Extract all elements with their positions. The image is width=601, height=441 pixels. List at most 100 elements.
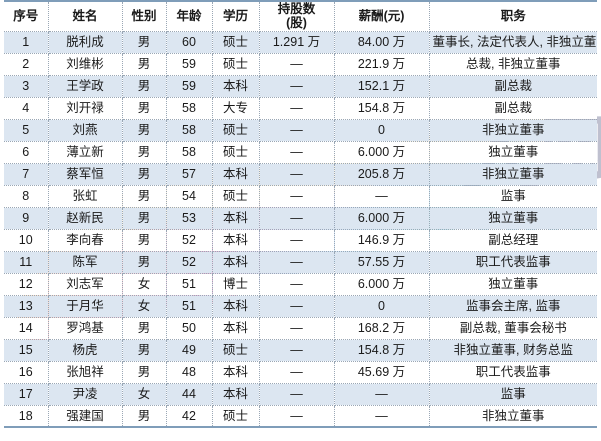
- cell-education: 硕士: [212, 185, 260, 208]
- cell-gender: 男: [122, 97, 167, 120]
- cell-role: 监事: [429, 185, 597, 208]
- column-header-shares-label: 持股数: [277, 2, 316, 16]
- cell-pay: 0: [334, 119, 430, 142]
- cell-education: 本科: [212, 295, 260, 318]
- cell-age: 51: [166, 295, 213, 318]
- cell-gender: 男: [122, 119, 167, 142]
- column-header-age: 年龄: [166, 0, 213, 32]
- cell-pay: 84.00 万: [334, 31, 430, 54]
- cell-role: 监事: [429, 383, 597, 406]
- cell-pay: 57.55 万: [334, 251, 430, 274]
- cell-index: 1: [4, 31, 49, 54]
- column-header-gender-label: 性别: [131, 9, 157, 24]
- cell-education: 本科: [212, 317, 260, 340]
- cell-name: 李向春: [48, 229, 123, 252]
- table-body: 1 脱利成男 60 硕士 1.291 万 84.00 万董事长, 法定代表人, 非独立董事…: [4, 31, 597, 429]
- cell-pay: 154.8 万: [334, 97, 430, 120]
- table-row: 7 蔡军恒男 57 本科 —205.8 万非独立董事: [4, 163, 597, 186]
- cell-education: 本科: [212, 207, 260, 230]
- cell-role: 副总裁: [429, 75, 597, 98]
- cell-shares: —: [259, 339, 335, 362]
- column-header-role: 职务: [429, 0, 597, 32]
- cell-role: 职工代表监事: [429, 361, 597, 384]
- cell-name: 刘燕: [48, 119, 123, 142]
- cell-gender: 男: [122, 339, 167, 362]
- column-header-name: 姓名: [48, 0, 123, 32]
- column-header-shares: 持股数 (股): [259, 0, 335, 32]
- table-row: 3 王学政男 59 本科 —152.1 万副总裁: [4, 75, 597, 98]
- executives-table: 序号 姓名 性别 年龄 学历 持股数 (股) 薪酬(元) 职务 1 脱利成男 60 硕…: [4, 0, 597, 429]
- table-row: 13 于月华女 51 本科 —0 监事会主席, 监事: [4, 295, 597, 318]
- cell-gender: 男: [122, 405, 167, 429]
- cell-age: 44: [166, 383, 213, 406]
- cell-pay: 154.8 万: [334, 339, 430, 362]
- cell-shares: —: [259, 229, 335, 252]
- cell-age: 59: [166, 75, 213, 98]
- cell-age: 52: [166, 251, 213, 274]
- cell-gender: 男: [122, 163, 167, 186]
- cell-index: 4: [4, 97, 49, 120]
- cell-name: 刘开禄: [48, 97, 123, 120]
- table-row: 18 强建国男 42 硕士 — — 非独立董事: [4, 405, 597, 429]
- column-header-gender: 性别: [122, 0, 167, 32]
- cell-gender: 男: [122, 251, 167, 274]
- cell-role: 监事会主席, 监事: [429, 295, 597, 318]
- table-row: 4 刘开禄男 58 大专 —154.8 万副总裁: [4, 97, 597, 120]
- cell-role: 非独立董事: [429, 405, 597, 429]
- cell-shares: —: [259, 361, 335, 384]
- table-row: 14 罗鸿基男 50 本科 —168.2 万副总裁, 董事会秘书: [4, 317, 597, 340]
- cell-education: 博士: [212, 273, 260, 296]
- cell-shares: —: [259, 97, 335, 120]
- cell-index: 13: [4, 295, 49, 318]
- table-row: 15 杨虎男 49 硕士 —154.8 万非独立董事, 财务总监: [4, 339, 597, 362]
- cell-shares: —: [259, 119, 335, 142]
- table-row: 16 张旭祥男 48 本科 —45.69 万职工代表监事: [4, 361, 597, 384]
- cell-pay: —: [334, 405, 430, 429]
- table-row: 2 刘维彬男 59 硕士 —221.9 万总裁, 非独立董事: [4, 53, 597, 76]
- cell-age: 54: [166, 185, 213, 208]
- cell-gender: 男: [122, 185, 167, 208]
- cell-education: 本科: [212, 75, 260, 98]
- cell-education: 硕士: [212, 405, 260, 429]
- cell-index: 17: [4, 383, 49, 406]
- header-row: 序号 姓名 性别 年龄 学历 持股数 (股) 薪酬(元) 职务: [4, 0, 597, 32]
- cell-shares: —: [259, 405, 335, 429]
- cell-index: 10: [4, 229, 49, 252]
- cell-pay: 146.9 万: [334, 229, 430, 252]
- table-row: 1 脱利成男 60 硕士 1.291 万 84.00 万董事长, 法定代表人, 非独立董事: [4, 31, 597, 54]
- cell-age: 58: [166, 119, 213, 142]
- cell-shares: —: [259, 53, 335, 76]
- column-header-education-label: 学历: [222, 9, 248, 24]
- cell-index: 12: [4, 273, 49, 296]
- cell-index: 15: [4, 339, 49, 362]
- cell-education: 硕士: [212, 31, 260, 54]
- cell-name: 陈军: [48, 251, 123, 274]
- cell-shares: —: [259, 141, 335, 164]
- cell-age: 42: [166, 405, 213, 429]
- cell-name: 赵新民: [48, 207, 123, 230]
- cell-age: 49: [166, 339, 213, 362]
- cell-age: 58: [166, 97, 213, 120]
- cell-role: 独立董事: [429, 207, 597, 230]
- cell-pay: 205.8 万: [334, 163, 430, 186]
- cell-education: 本科: [212, 229, 260, 252]
- cell-pay: 45.69 万: [334, 361, 430, 384]
- column-header-role-label: 职务: [500, 9, 526, 24]
- cell-name: 薄立新: [48, 141, 123, 164]
- cell-name: 尹凌: [48, 383, 123, 406]
- cell-role: 独立董事: [429, 141, 597, 164]
- cell-name: 刘维彬: [48, 53, 123, 76]
- cell-role: 副总裁: [429, 97, 597, 120]
- cell-index: 16: [4, 361, 49, 384]
- cell-index: 9: [4, 207, 49, 230]
- cell-index: 3: [4, 75, 49, 98]
- cell-role: 非独立董事: [429, 119, 597, 142]
- cell-pay: —: [334, 383, 430, 406]
- column-header-name-label: 姓名: [72, 9, 98, 24]
- table-row: 11 陈军男 52 本科 —57.55 万职工代表监事: [4, 251, 597, 274]
- cell-pay: 221.9 万: [334, 53, 430, 76]
- cell-pay: 168.2 万: [334, 317, 430, 340]
- cell-index: 14: [4, 317, 49, 340]
- cell-age: 60: [166, 31, 213, 54]
- column-header-index-label: 序号: [13, 9, 39, 24]
